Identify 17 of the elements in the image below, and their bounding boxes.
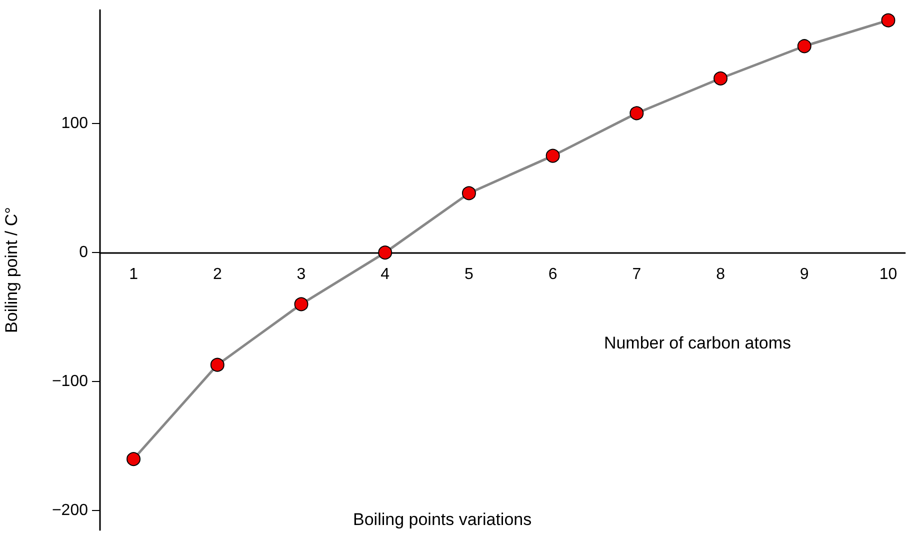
x-tick-label: 7 — [632, 266, 642, 284]
x-tick-label: 2 — [212, 266, 222, 284]
x-tick-label: 10 — [879, 266, 898, 284]
x-axis-title: Number of carbon atoms — [604, 334, 792, 353]
x-tick-label: 6 — [548, 266, 558, 284]
x-tick-label: 3 — [296, 266, 306, 284]
x-tick-label: 5 — [464, 266, 474, 284]
x-tick-label: 1 — [129, 266, 138, 284]
x-tick-label: 9 — [800, 266, 809, 284]
y-tick-label: −200 — [52, 502, 88, 520]
y-tick-label: 0 — [79, 244, 88, 262]
text: Boiling points variations — [353, 510, 532, 529]
x-tick-label: 4 — [380, 266, 390, 284]
x-tick-label: 8 — [716, 266, 726, 284]
y-axis-title: Boiling point / C° — [2, 207, 21, 333]
y-tick-label: −100 — [52, 373, 88, 390]
y-tick-label: 100 — [61, 115, 88, 132]
